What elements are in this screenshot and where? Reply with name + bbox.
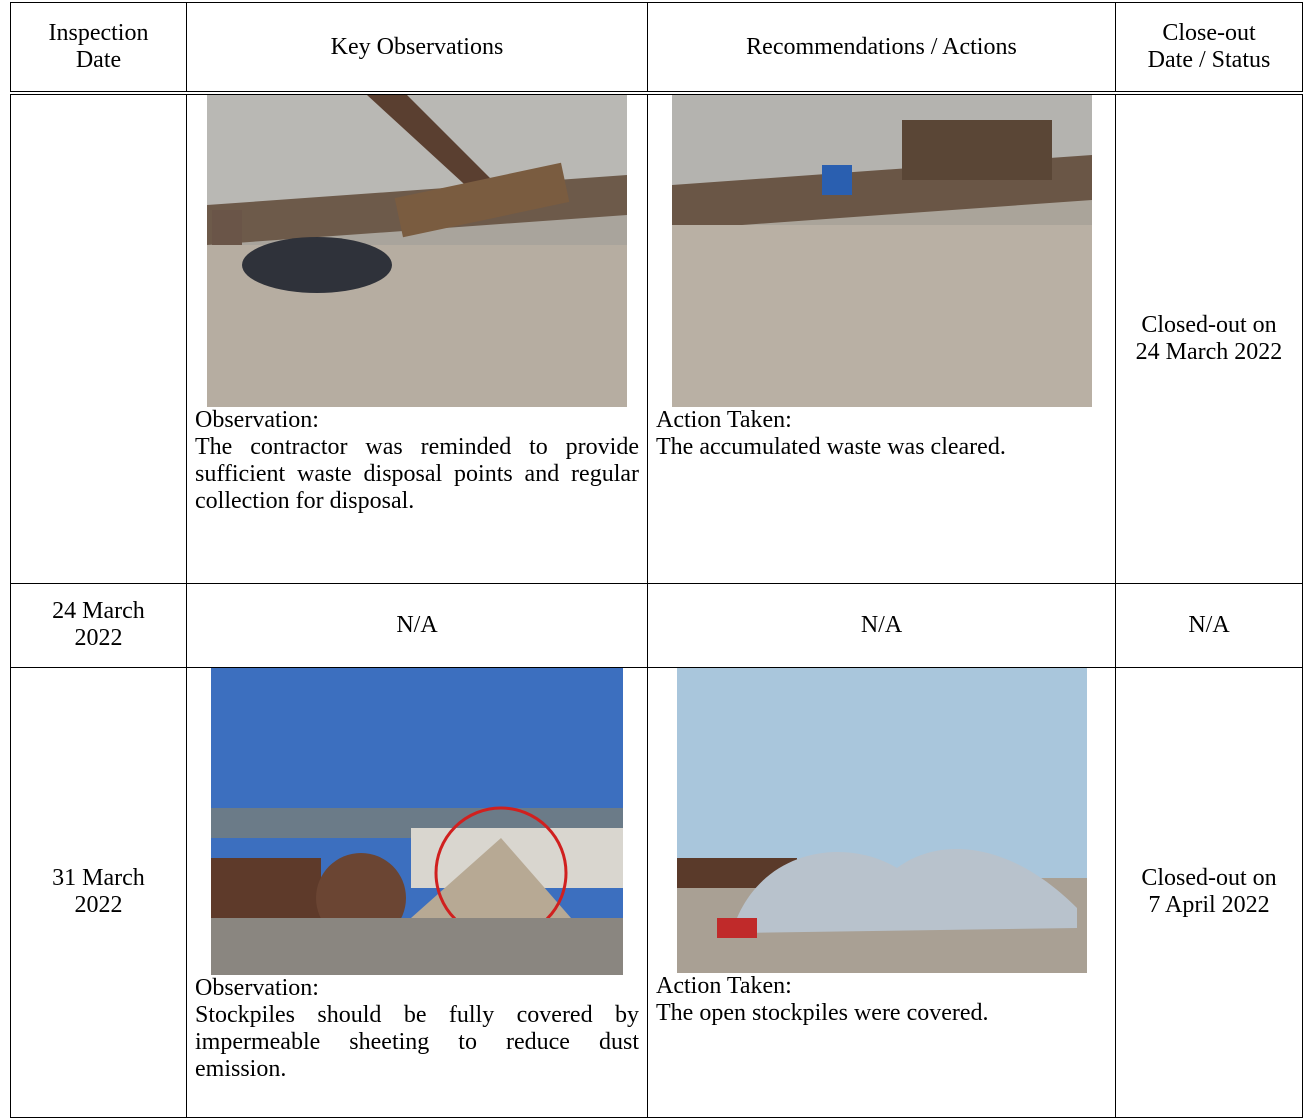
date-cell [10, 92, 187, 584]
inspection-table: Inspection Date Key Observations Recomme… [10, 2, 1303, 1118]
text: The contractor was reminded to provide s… [195, 434, 639, 514]
table-row: 31 March 2022 Observation: Stockpiles sh… [10, 666, 1303, 1118]
status-text: Closed-out on 7 April 2022 [1141, 865, 1277, 918]
header-text: Close-out Date / Status [1147, 20, 1271, 73]
label: Observation: [195, 407, 319, 433]
header-cell: Key Observations [186, 2, 648, 95]
status-cell: N/A [1115, 582, 1303, 668]
date-text: 31 March 2022 [52, 865, 145, 918]
photo [211, 667, 623, 975]
text: Stockpiles should be fully covered by im… [195, 1001, 639, 1082]
text: The accumulated waste was cleared. [656, 434, 1006, 460]
photo [676, 667, 1087, 973]
label: Action Taken: [656, 407, 792, 433]
label: Observation: [195, 974, 319, 1001]
photo [207, 95, 627, 407]
action-cell: Action Taken: The open stockpiles were c… [647, 666, 1116, 1118]
status-cell: Closed-out on 24 March 2022 [1115, 92, 1303, 584]
date-cell: 24 March 2022 [10, 582, 187, 668]
photo [671, 95, 1092, 407]
action-cell: N/A [647, 582, 1116, 668]
observation-cell: Observation: Stockpiles should be fully … [186, 666, 648, 1118]
status-cell: Closed-out on 7 April 2022 [1115, 666, 1303, 1118]
header-cell: Close-out Date / Status [1115, 2, 1303, 95]
header-text: Inspection Date [48, 20, 149, 73]
date-cell: 31 March 2022 [10, 666, 187, 1118]
status-text: Closed-out on 24 March 2022 [1135, 311, 1283, 365]
label: Action Taken: [656, 972, 792, 999]
date-text: 24 March 2022 [52, 598, 145, 651]
header-row: Inspection Date Key Observations Recomme… [10, 2, 1303, 95]
observation-cell: N/A [186, 582, 648, 668]
text: The open stockpiles were covered. [656, 999, 989, 1026]
header-cell: Inspection Date [10, 2, 187, 95]
observation-cell: Observation: The contractor was reminded… [186, 92, 648, 584]
header-cell: Recommendations / Actions [647, 2, 1116, 95]
table-row: Observation: The contractor was reminded… [10, 92, 1303, 584]
action-cell: Action Taken: The accumulated waste was … [647, 92, 1116, 584]
table-row: 24 March 2022 N/A N/A N/A [10, 582, 1303, 668]
